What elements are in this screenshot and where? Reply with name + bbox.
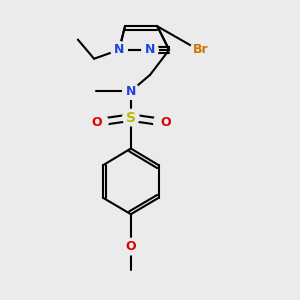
- Circle shape: [123, 238, 139, 255]
- Text: O: O: [125, 240, 136, 253]
- Text: N: N: [114, 44, 124, 56]
- Text: S: S: [126, 111, 136, 124]
- Circle shape: [123, 83, 139, 99]
- Text: N: N: [145, 44, 155, 56]
- Text: Br: Br: [193, 44, 209, 56]
- Circle shape: [142, 42, 158, 58]
- Circle shape: [190, 42, 207, 58]
- Circle shape: [123, 110, 139, 126]
- Circle shape: [92, 114, 108, 130]
- Circle shape: [111, 42, 127, 58]
- Circle shape: [154, 114, 170, 130]
- Text: O: O: [91, 116, 102, 128]
- Text: O: O: [160, 116, 171, 128]
- Text: N: N: [126, 85, 136, 98]
